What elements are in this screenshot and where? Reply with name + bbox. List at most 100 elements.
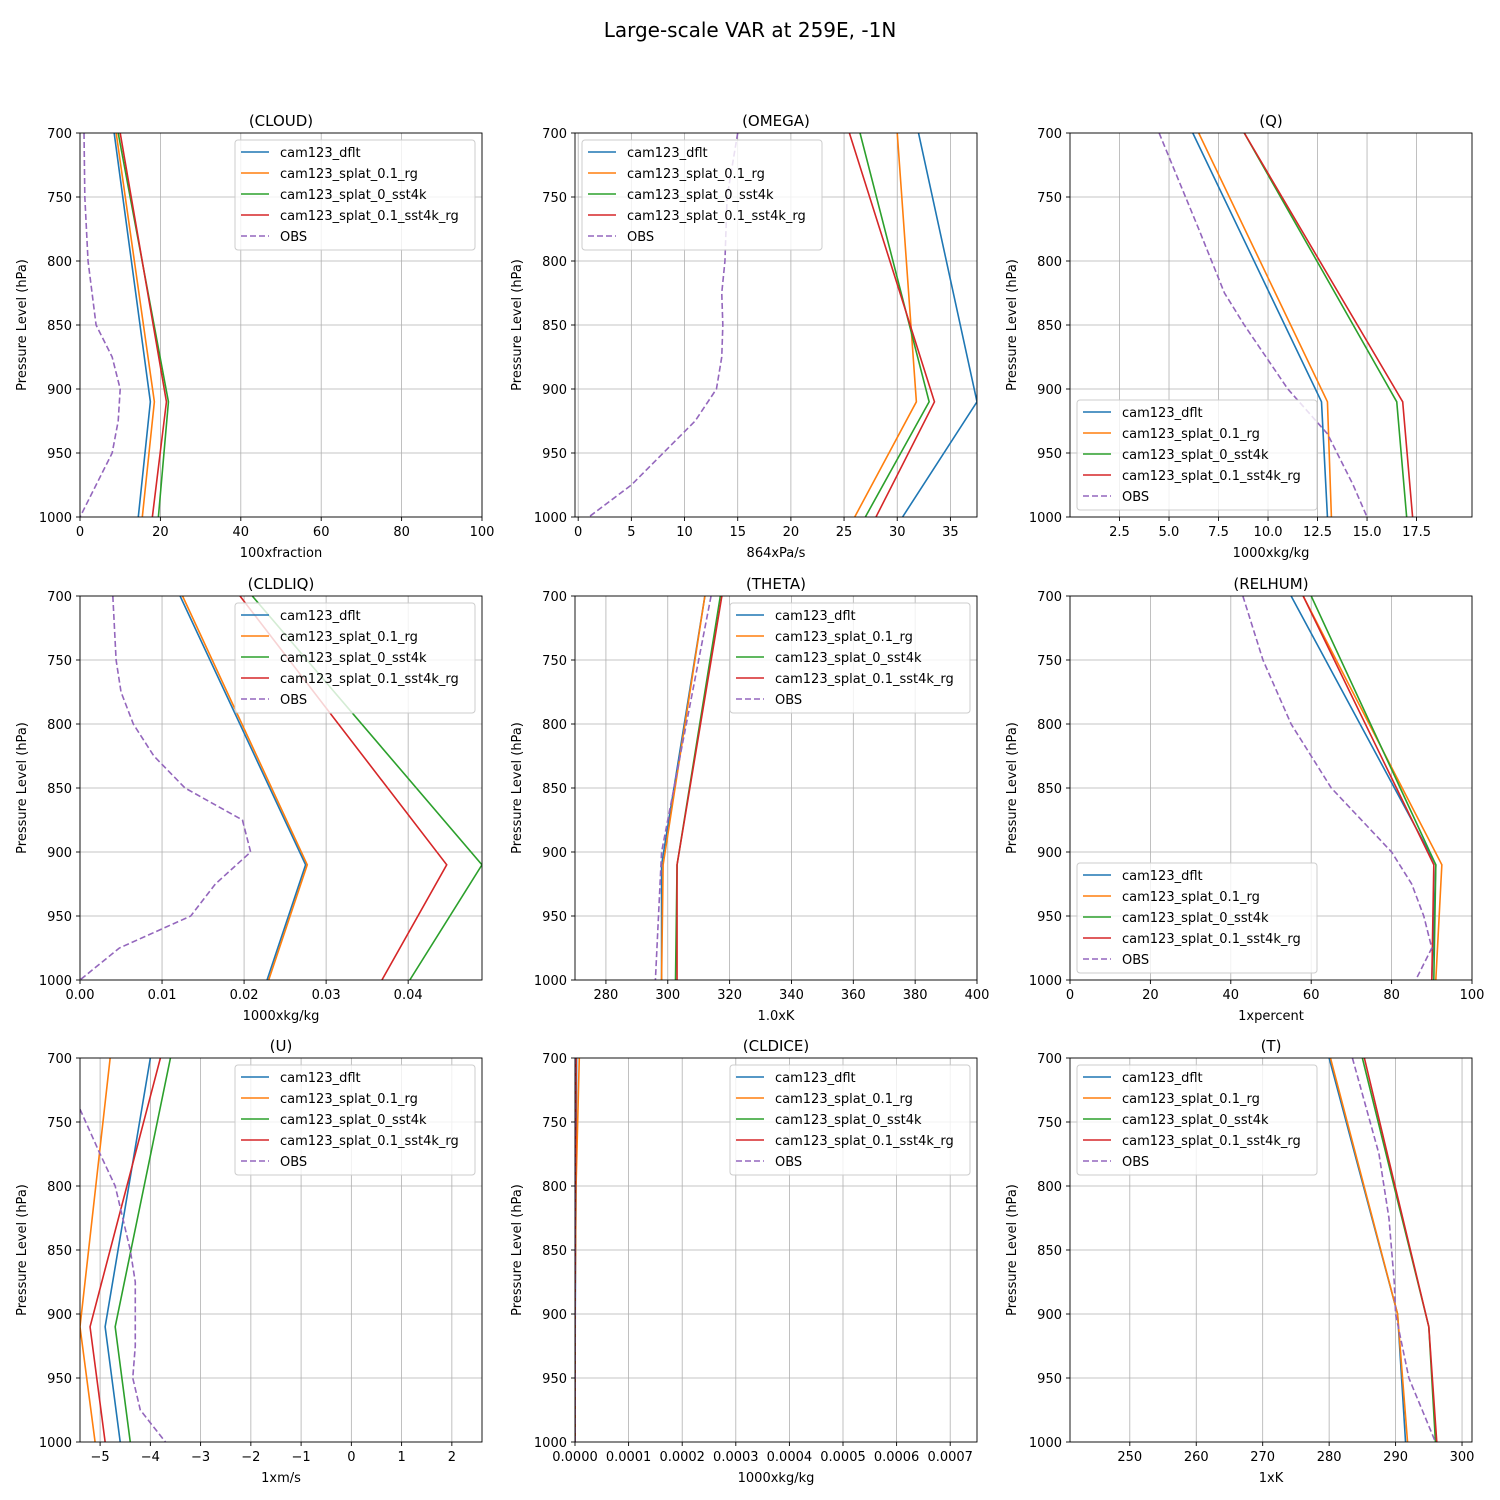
x-axis-label: 100xfraction [240, 546, 322, 561]
x-tick-label: 0.0007 [927, 1450, 973, 1465]
y-tick-label: 850 [542, 782, 567, 797]
legend-label: cam123_splat_0.1_sst4k_rg [1122, 1134, 1301, 1149]
series-line-obs [80, 133, 122, 517]
legend-label: cam123_dflt [280, 609, 361, 624]
legend-box [234, 139, 476, 251]
series-line-cam123-splat-0-1-sst4k-rg [89, 1058, 162, 1442]
panel-omega: 0 5 10 15 20 25 30 35 700 750 800 850 900 950 1000 (OME… [510, 112, 978, 561]
panel-title: (T) [1261, 1037, 1282, 1055]
legend-label: cam123_dflt [1122, 869, 1203, 884]
x-tick-label: −2 [241, 1450, 260, 1465]
y-tick-label: 850 [47, 1244, 72, 1259]
y-tick-label: 700 [1037, 590, 1062, 605]
series-line-cam123-splat-0-1-rg [1329, 1058, 1409, 1442]
y-axis-label: Pressure Level (hPa) [1005, 722, 1020, 854]
series-line-cam123-splat-0-sst4k [114, 1058, 172, 1442]
y-tick-label: 1000 [39, 974, 72, 989]
x-tick-label: 0.0006 [874, 1450, 920, 1465]
x-axis-label: 1000xkg/kg [738, 1471, 815, 1486]
panel-t: 250 260 270 280 290 300 700 750 800 850 900 950 1000… [1005, 1037, 1474, 1486]
legend: cam123_dflt cam123_splat_0.1_rg cam123_spl… [1076, 1064, 1318, 1176]
series-line-cam123-dflt [901, 133, 977, 517]
series-line-cam123-splat-0-1-sst4k-rg [676, 596, 723, 980]
series-line-cam123-splat-0-sst4k [859, 133, 930, 517]
y-tick-label: 750 [47, 654, 72, 669]
y-tick-label: 750 [542, 654, 567, 669]
series-line-obs [80, 1108, 167, 1442]
y-tick-label: 1000 [534, 1436, 567, 1451]
legend-label: cam123_splat_0.1_sst4k_rg [627, 209, 806, 224]
y-tick-label: 800 [1037, 255, 1062, 270]
y-axis-label: Pressure Level (hPa) [15, 259, 30, 391]
panel-theta: 280 300 320 340 360 380 400 700 750 800 850 900 950 1… [510, 575, 989, 1024]
y-tick-label: 850 [47, 319, 72, 334]
panels: 0 20 40 60 80 1007007508008509009501000(CLOUD… [15, 112, 1484, 1486]
x-tick-label: 80 [1383, 988, 1400, 1003]
x-tick-label: 5.0 [1159, 525, 1180, 540]
y-tick-label: 900 [542, 383, 567, 398]
y-tick-label: 700 [1037, 127, 1062, 142]
y-axis-label: Pressure Level (hPa) [510, 259, 525, 391]
x-axis-label: 1000xkg/kg [1233, 546, 1310, 561]
legend-label: OBS [627, 230, 654, 245]
y-tick-label: 950 [47, 910, 72, 925]
y-axis-label: Pressure Level (hPa) [15, 1184, 30, 1316]
legend-label: cam123_splat_0.1_rg [775, 1092, 913, 1107]
y-tick-label: 950 [542, 1372, 567, 1387]
y-tick-label: 750 [1037, 191, 1062, 206]
y-tick-label: 800 [542, 1180, 567, 1195]
legend-label: cam123_splat_0_sst4k [1122, 1113, 1269, 1128]
legend-label: cam123_splat_0_sst4k [775, 651, 922, 666]
legend-label: cam123_splat_0.1_sst4k_rg [1122, 469, 1301, 484]
x-axis-label: 1000xkg/kg [243, 1009, 320, 1024]
y-tick-label: 850 [542, 1244, 567, 1259]
x-tick-label: 40 [1223, 988, 1240, 1003]
x-tick-label: 0.03 [312, 988, 341, 1003]
legend-label: OBS [1122, 953, 1149, 968]
series-group [1158, 133, 1414, 517]
y-tick-label: 750 [1037, 654, 1062, 669]
y-tick-label: 800 [542, 255, 567, 270]
panel-title: (CLDLIQ) [248, 575, 315, 593]
legend-box [234, 602, 476, 714]
y-tick-label: 950 [47, 1372, 72, 1387]
figure-title: Large-scale VAR at 259E, -1N [604, 18, 897, 42]
panel-title: (RELHUM) [1233, 575, 1308, 593]
x-tick-label: 340 [779, 988, 804, 1003]
x-tick-label: 400 [965, 988, 990, 1003]
y-tick-label: 1000 [534, 511, 567, 526]
x-tick-label: 290 [1383, 1450, 1408, 1465]
x-tick-label: 300 [655, 988, 680, 1003]
legend: cam123_dflt cam123_splat_0.1_rg cam123_spl… [234, 139, 476, 251]
x-tick-label: 0.00 [66, 988, 95, 1003]
x-tick-label: 0.0001 [606, 1450, 652, 1465]
x-tick-label: 15.0 [1353, 525, 1382, 540]
x-tick-label: 25 [836, 525, 853, 540]
y-tick-label: 850 [1037, 782, 1062, 797]
legend-label: cam123_splat_0.1_rg [1122, 890, 1260, 905]
x-tick-label: −5 [91, 1450, 110, 1465]
y-tick-label: 800 [542, 718, 567, 733]
y-tick-label: 900 [542, 1308, 567, 1323]
y-tick-label: 900 [1037, 1308, 1062, 1323]
x-tick-label: −3 [191, 1450, 210, 1465]
legend: cam123_dflt cam123_splat_0.1_rg cam123_spl… [234, 1064, 476, 1176]
x-tick-label: 100 [470, 525, 495, 540]
x-axis-label: 864xPa/s [747, 546, 806, 561]
y-tick-label: 800 [1037, 718, 1062, 733]
x-tick-label: 60 [1303, 988, 1320, 1003]
legend-label: OBS [280, 693, 307, 708]
legend: cam123_dflt cam123_splat_0.1_rg cam123_spl… [234, 602, 476, 714]
series-line-cam123-splat-0-sst4k [1310, 596, 1437, 980]
x-tick-label: 280 [594, 988, 619, 1003]
x-tick-label: 0 [574, 525, 582, 540]
x-axis-label: 1xK [1259, 1471, 1284, 1486]
y-tick-label: 700 [47, 127, 72, 142]
legend-box [234, 1064, 476, 1176]
y-axis-label: Pressure Level (hPa) [1005, 259, 1020, 391]
series-group [1328, 1058, 1438, 1442]
series-group [1242, 596, 1443, 980]
legend-label: OBS [280, 230, 307, 245]
legend-label: cam123_splat_0.1_rg [280, 630, 418, 645]
